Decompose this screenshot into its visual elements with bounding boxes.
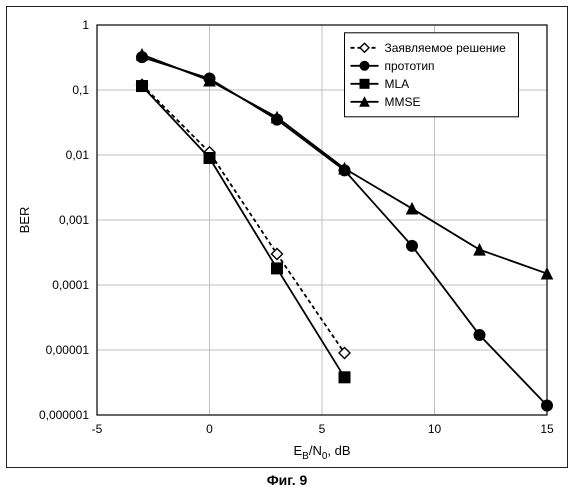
svg-text:0: 0 (206, 422, 213, 436)
svg-text:-5: -5 (92, 422, 103, 436)
svg-text:0,00001: 0,00001 (46, 343, 90, 357)
svg-text:Заявляемое решение: Заявляемое решение (385, 41, 507, 55)
svg-text:прототип: прототип (385, 59, 435, 73)
svg-text:15: 15 (540, 422, 554, 436)
svg-text:0,001: 0,001 (59, 213, 89, 227)
chart-frame: 0,000001 0,00001 0,0001 0,001 0,01 0,1 1 -5 0 5 10… (6, 6, 568, 468)
ber-chart: 0,000001 0,00001 0,0001 0,001 0,01 0,1 1 -5 0 5 10… (7, 7, 567, 467)
svg-text:0,1: 0,1 (72, 83, 89, 97)
svg-text:5: 5 (319, 422, 326, 436)
figure-caption: Фиг. 9 (0, 472, 574, 488)
svg-text:EB/N0, dB: EB/N0, dB (293, 443, 350, 462)
svg-text:BER: BER (17, 207, 32, 234)
svg-text:10: 10 (428, 422, 442, 436)
svg-text:MLA: MLA (385, 77, 410, 91)
svg-text:MMSE: MMSE (385, 95, 421, 109)
svg-text:0,01: 0,01 (66, 148, 90, 162)
svg-text:0,0001: 0,0001 (52, 278, 89, 292)
svg-text:1: 1 (82, 18, 89, 32)
svg-text:0,000001: 0,000001 (39, 408, 89, 422)
